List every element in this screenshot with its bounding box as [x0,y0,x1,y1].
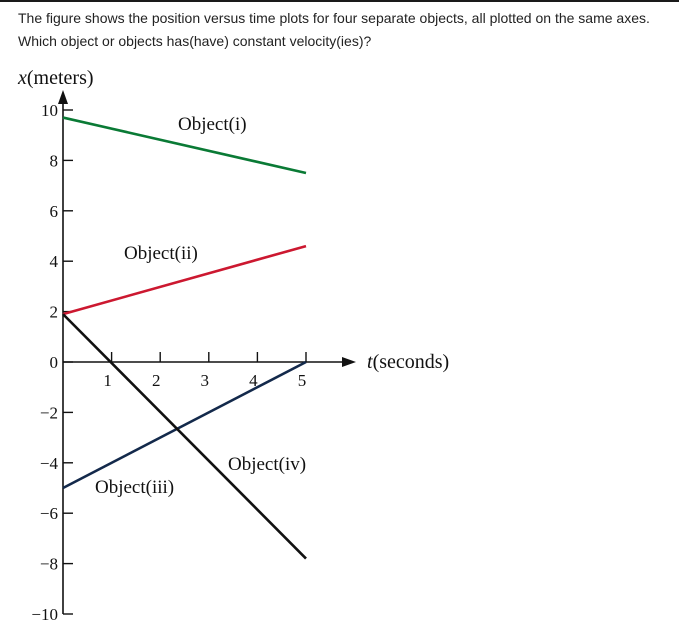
y-tick-label: 4 [50,252,59,271]
x-tick-label: 5 [298,371,307,390]
series-line-object-i [62,116,307,175]
y-tick-label: −10 [31,605,58,624]
series-label-object-i: Object(i) [178,114,247,135]
y-tick-label: 2 [50,303,59,322]
x-tick-label: 2 [152,371,161,390]
x-axis-arrow [342,357,356,367]
y-tick-label: −8 [40,555,58,574]
series-line-object-iii [62,360,307,490]
series-label-object-iv: Object(iv) [228,454,306,475]
x-tick-label: 4 [249,371,258,390]
y-tick-label: −2 [40,403,58,422]
y-tick-label: 8 [50,151,59,170]
x-tick-label: 3 [201,371,210,390]
series-label-object-ii: Object(ii) [124,243,198,264]
x-tick-label: 1 [103,371,112,390]
x-axis-label: t(seconds) [367,351,449,373]
y-tick-label: 10 [41,101,58,120]
y-axis-arrow [58,90,68,104]
series-line-object-ii [62,244,307,316]
y-tick-label: 0 [50,353,59,372]
y-axis-label: x(meters) [17,67,94,89]
y-tick-label: −4 [40,454,59,473]
series-label-object-iii: Object(iii) [95,477,174,498]
question-text: The figure shows the position versus tim… [18,10,650,49]
y-tick-label: −6 [40,504,58,523]
series-line-object-iv [62,313,307,560]
top-divider [0,0,679,2]
y-tick-label: 6 [50,202,59,221]
